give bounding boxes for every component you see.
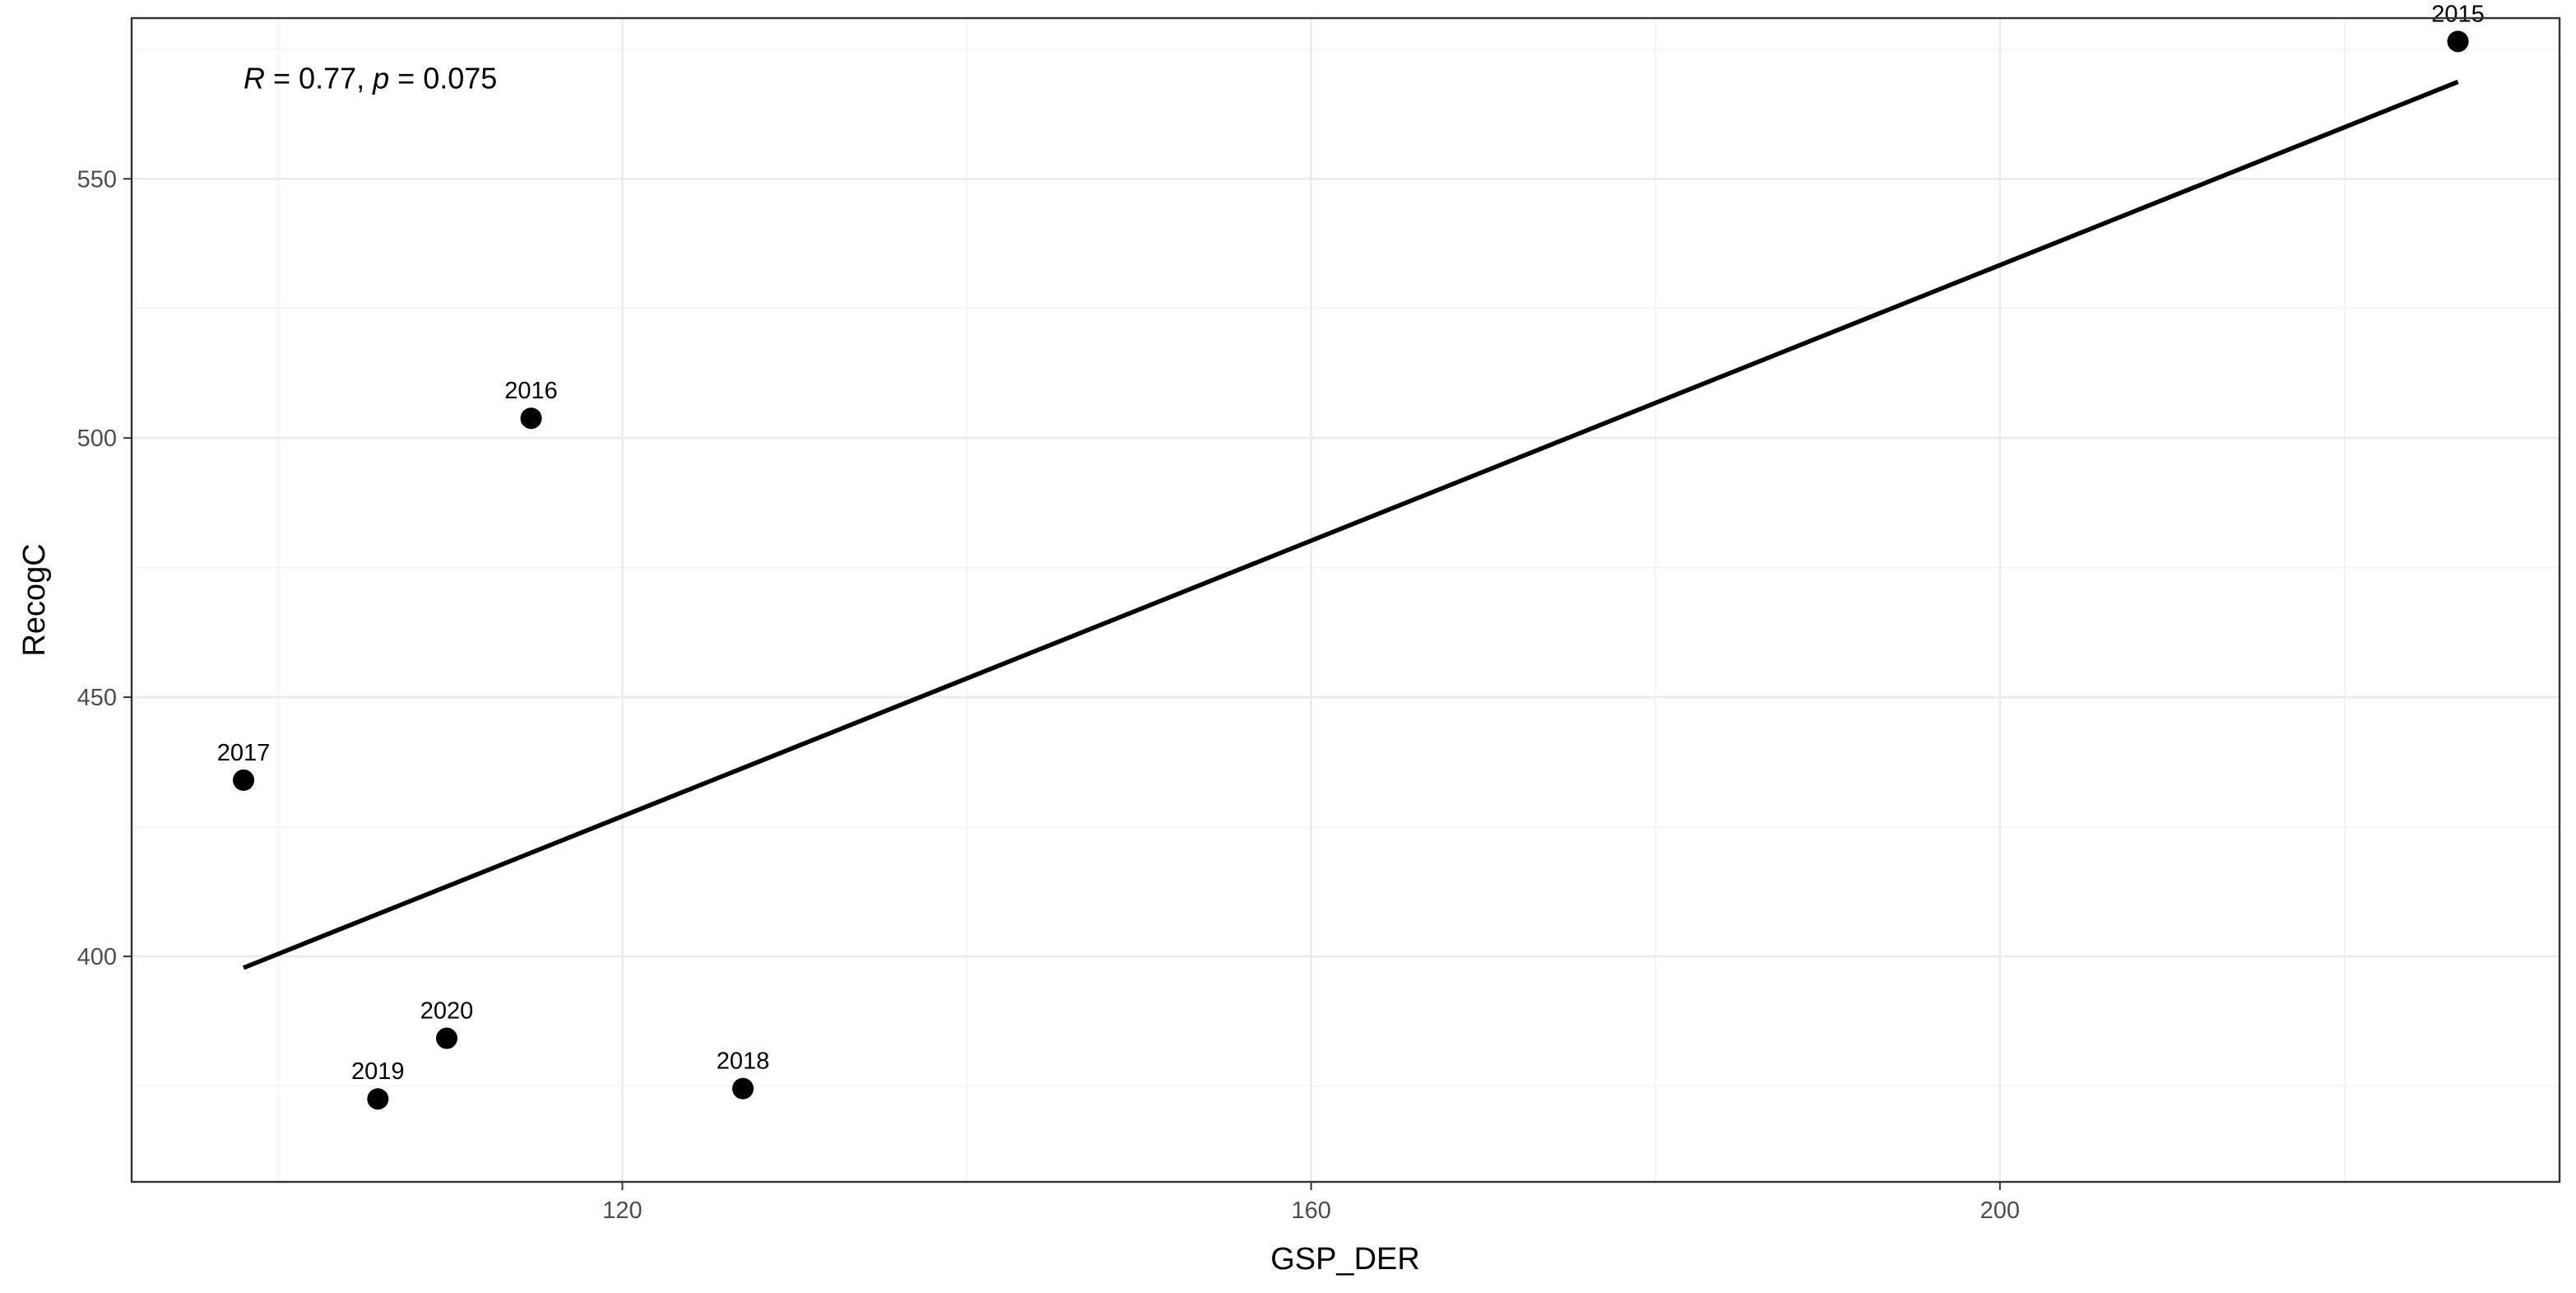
data-point-2019 — [367, 1088, 389, 1110]
r-value-text: = 0.77, — [265, 61, 373, 95]
y-tick-label: 500 — [77, 426, 117, 452]
point-label-2017: 2017 — [217, 740, 271, 766]
p-value-text: = 0.075 — [389, 61, 497, 95]
regression-line — [243, 79, 2459, 970]
major-gridlines — [132, 18, 2560, 1182]
y-axis-title: RecogC — [17, 543, 52, 656]
p-symbol: p — [372, 61, 389, 95]
minor-gridlines — [132, 18, 2560, 1182]
data-point-2015 — [2447, 30, 2469, 53]
point-label-2015: 2015 — [2431, 1, 2485, 27]
y-tick-label: 450 — [77, 685, 117, 711]
data-point-2016 — [520, 407, 542, 430]
x-axis-ticks: 120 160 200 — [602, 1182, 2020, 1224]
point-label-2019: 2019 — [351, 1058, 405, 1085]
data-point-2017 — [233, 769, 255, 791]
y-tick-label: 400 — [77, 944, 117, 970]
x-tick-label: 120 — [602, 1198, 642, 1224]
regression-line-group — [243, 79, 2459, 970]
x-tick-label: 200 — [1980, 1198, 2020, 1224]
x-axis-title: GSP_DER — [1270, 1242, 1420, 1277]
y-tick-label: 550 — [77, 166, 117, 193]
point-label-2020: 2020 — [420, 998, 474, 1025]
plot-panel-border — [130, 16, 2561, 1184]
point-labels: 2015 2016 2017 2018 2019 2020 — [217, 1, 2485, 1085]
x-tick-label: 160 — [1291, 1198, 1330, 1224]
r-symbol: R — [244, 61, 265, 95]
data-point-2018 — [731, 1077, 754, 1100]
point-label-2018: 2018 — [717, 1049, 770, 1075]
point-label-2016: 2016 — [504, 378, 558, 404]
data-point-2020 — [436, 1027, 458, 1049]
data-points — [233, 30, 2469, 1110]
correlation-annotation: R = 0.77, p = 0.075 — [244, 61, 497, 95]
plot-panel-background — [132, 18, 2560, 1182]
y-axis-ticks: 400 450 500 550 — [77, 166, 132, 970]
